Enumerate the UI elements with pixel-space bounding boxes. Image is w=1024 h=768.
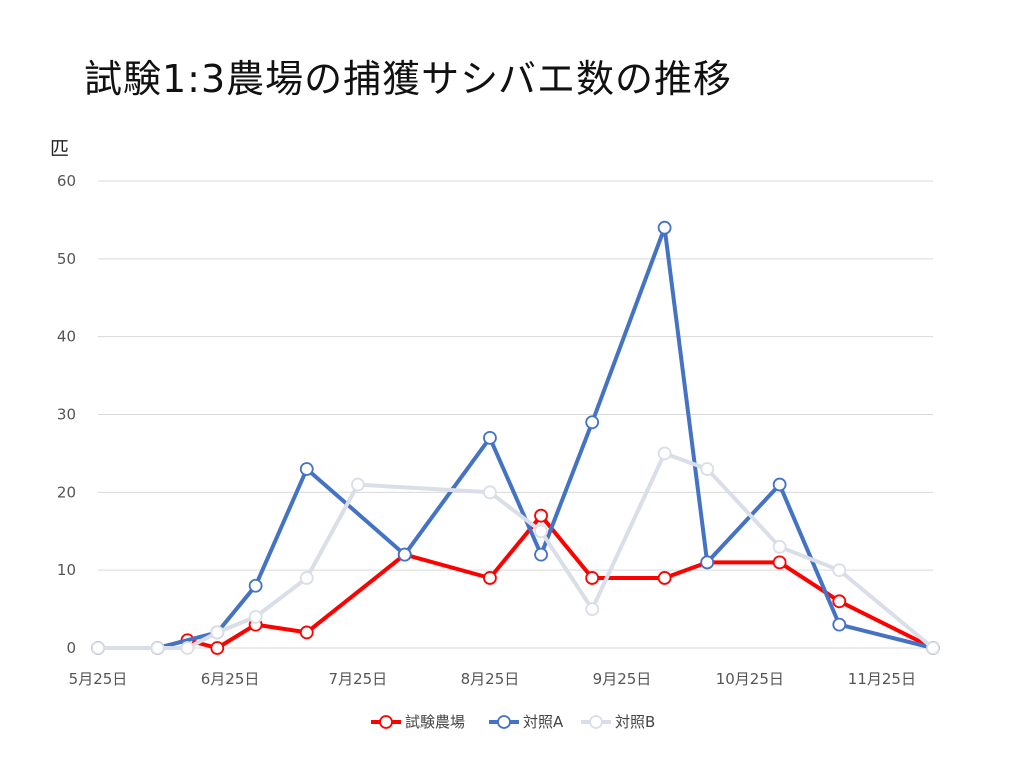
gridlines bbox=[98, 180, 933, 649]
data-point bbox=[534, 508, 548, 523]
data-point bbox=[210, 641, 225, 655]
legend-item: 対照B bbox=[581, 713, 655, 731]
x-tick-label: 5月25日 bbox=[69, 670, 128, 688]
x-tick-label: 11月25日 bbox=[848, 670, 916, 688]
data-point bbox=[657, 571, 672, 585]
data-point bbox=[585, 571, 600, 585]
y-tick-label: 0 bbox=[66, 639, 76, 657]
data-point bbox=[657, 446, 672, 461]
data-point bbox=[483, 485, 497, 500]
x-tick-label: 8月25日 bbox=[461, 670, 520, 688]
data-point bbox=[585, 602, 600, 616]
data-point bbox=[832, 563, 847, 578]
legend-swatch-marker bbox=[497, 715, 511, 729]
data-point bbox=[772, 555, 787, 570]
y-axis-ticks: 0 10 20 30 40 50 60 bbox=[57, 172, 76, 657]
data-point bbox=[483, 571, 497, 585]
legend-item: 試験農場 bbox=[371, 713, 465, 731]
legend-item: 対照A bbox=[489, 713, 564, 731]
data-point bbox=[397, 547, 412, 562]
legend-swatch-marker bbox=[379, 715, 393, 729]
y-tick-label: 30 bbox=[57, 406, 76, 424]
x-tick-label: 6月25日 bbox=[201, 670, 260, 688]
series-対照B bbox=[91, 446, 940, 655]
legend-label: 対照A bbox=[523, 713, 564, 731]
x-tick-label: 9月25日 bbox=[593, 670, 652, 688]
x-tick-label: 7月25日 bbox=[329, 670, 388, 688]
data-point bbox=[926, 641, 940, 655]
data-point bbox=[350, 477, 365, 492]
x-axis-ticks: 5月25日 6月25日 7月25日 8月25日 9月25日 10月25日 11月25日 bbox=[69, 670, 916, 688]
data-point bbox=[299, 462, 314, 476]
data-point bbox=[483, 430, 497, 445]
data-point bbox=[832, 594, 847, 609]
data-point bbox=[585, 415, 600, 430]
data-point bbox=[534, 547, 548, 562]
data-point bbox=[210, 625, 225, 640]
data-point bbox=[299, 625, 314, 640]
data-point bbox=[534, 524, 548, 539]
data-point bbox=[180, 641, 195, 655]
data-point bbox=[248, 578, 263, 593]
y-tick-label: 60 bbox=[57, 172, 76, 190]
y-tick-label: 50 bbox=[57, 250, 76, 268]
data-point bbox=[772, 539, 787, 554]
data-point bbox=[248, 609, 263, 624]
series-lines bbox=[91, 220, 940, 655]
data-point bbox=[299, 571, 314, 585]
y-axis-unit-label: 匹 bbox=[50, 138, 70, 160]
data-point bbox=[657, 220, 672, 235]
legend-swatch-marker bbox=[589, 715, 603, 729]
legend: 試験農場 対照A 対照B bbox=[371, 713, 655, 731]
data-point bbox=[772, 477, 787, 492]
legend-label: 試験農場 bbox=[405, 713, 465, 731]
data-point bbox=[700, 555, 715, 570]
data-point bbox=[91, 641, 105, 655]
series-line bbox=[96, 225, 935, 650]
data-point bbox=[150, 641, 165, 655]
y-tick-label: 40 bbox=[57, 328, 76, 346]
legend-label: 対照B bbox=[615, 713, 655, 731]
series-対照A bbox=[91, 220, 940, 655]
chart-title: 試験1:3農場の捕獲サシバエ数の推移 bbox=[84, 57, 733, 101]
data-point bbox=[700, 462, 715, 476]
y-tick-label: 20 bbox=[57, 483, 76, 501]
x-tick-label: 10月25日 bbox=[716, 670, 784, 688]
y-tick-label: 10 bbox=[57, 561, 76, 579]
data-point bbox=[832, 617, 847, 632]
